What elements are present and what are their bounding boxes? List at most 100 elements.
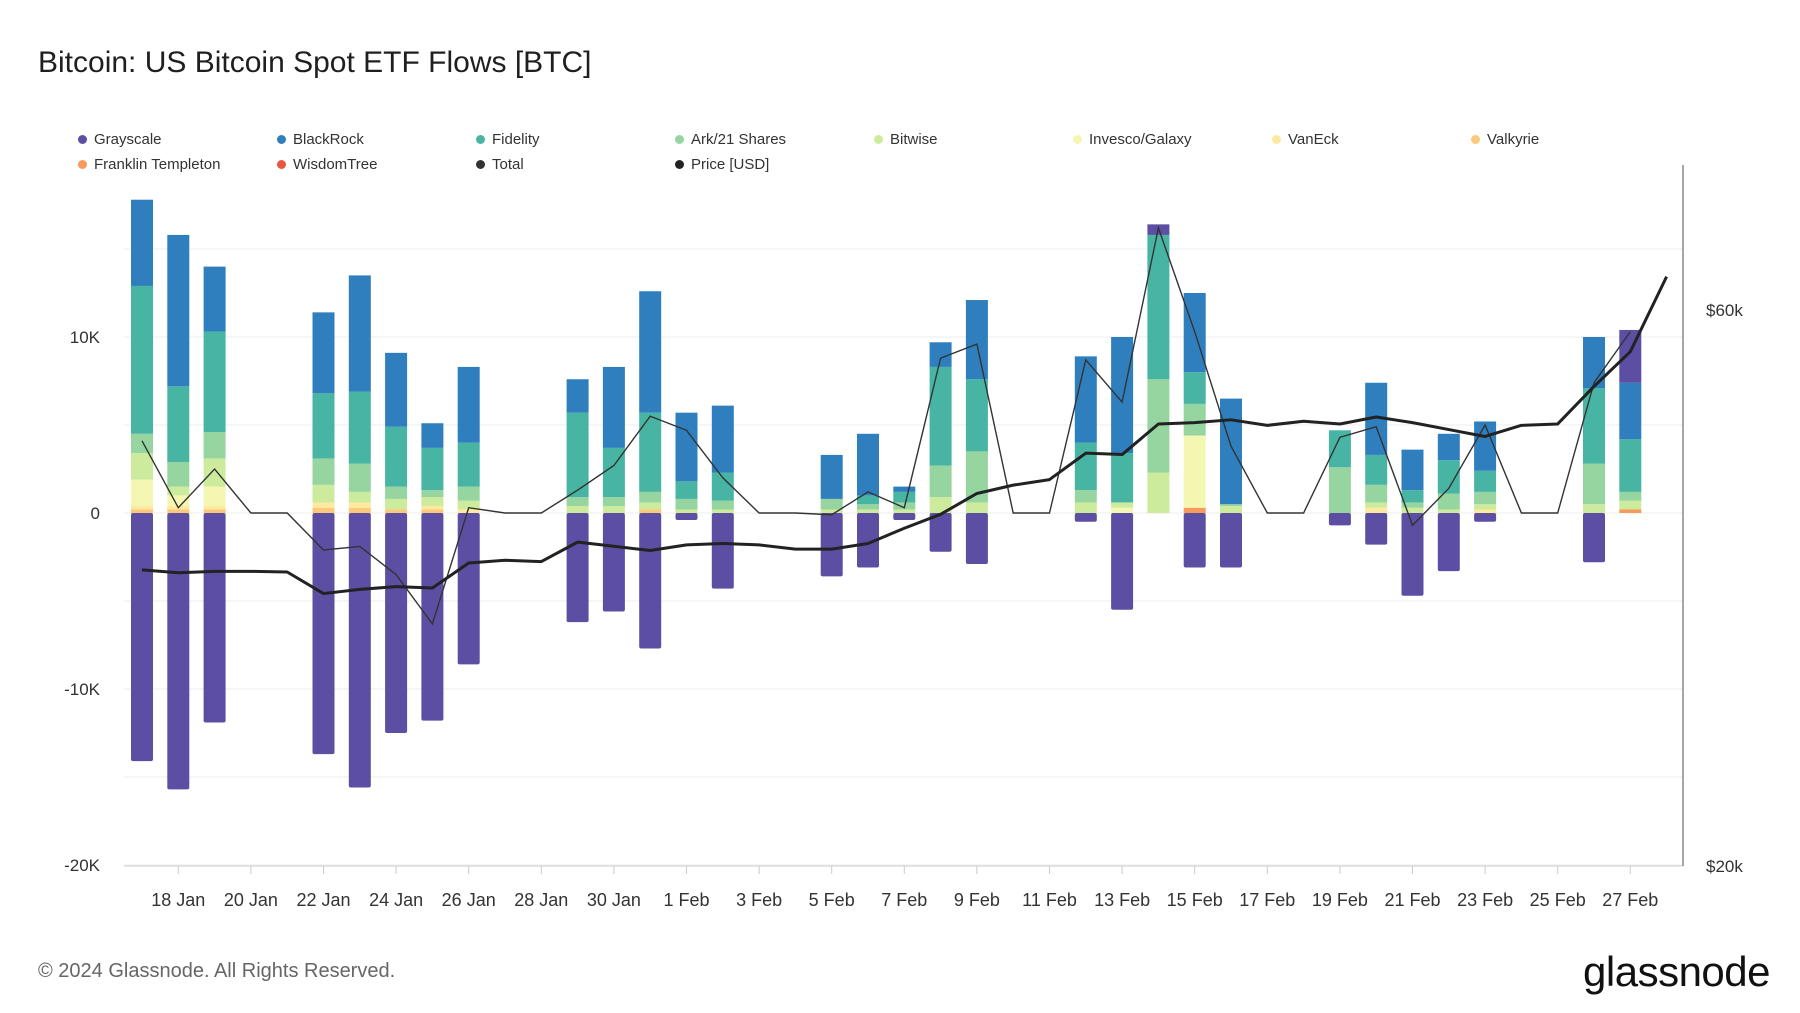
bar-segment-grayscale-outflow[interactable] [1474,513,1497,522]
bar-segment-fidelity[interactable] [1619,439,1642,492]
bar-segment-blackrock[interactable] [929,342,952,367]
bar-segment-fidelity[interactable] [385,426,408,487]
bar-segment-blackrock[interactable] [312,312,335,394]
legend-item-price-usd-[interactable]: Price [USD] [675,156,769,173]
bar-segment-ark-21-shares[interactable] [857,504,879,510]
bar-segment-ark-21-shares[interactable] [675,498,698,510]
bar-segment-ark-21-shares[interactable] [1619,491,1642,501]
bar-segment-grayscale-outflow[interactable] [1328,513,1351,526]
bar-segment-ark-21-shares[interactable] [348,463,371,492]
bar-segment-fidelity[interactable] [1474,470,1497,492]
bar-segment-fidelity[interactable] [167,386,190,462]
bar-segment-invesco-galaxy[interactable] [1111,507,1134,513]
bar-segment-grayscale-outflow[interactable] [312,513,335,755]
bar-segment-vaneck[interactable] [348,502,371,508]
bar-segment-ark-21-shares[interactable] [457,486,480,501]
bar-segment-fidelity[interactable] [1365,454,1388,485]
bar-segment-ark-21-shares[interactable] [1074,490,1097,503]
bar-segment-fidelity[interactable] [1074,442,1097,491]
bar-segment-fidelity[interactable] [312,393,335,459]
bar-segment-bitwise[interactable] [675,509,698,513]
bar-segment-ark-21-shares[interactable] [203,432,226,459]
bar-segment-fidelity[interactable] [602,447,625,498]
bar-segment-vaneck[interactable] [203,505,226,510]
bar-segment-ark-21-shares[interactable] [1583,463,1605,505]
bar-segment-bitwise[interactable] [421,497,444,506]
bar-segment-fidelity[interactable] [203,331,226,433]
bar-segment-invesco-galaxy[interactable] [1183,435,1206,508]
bar-segment-grayscale-outflow[interactable] [820,513,843,577]
bar-segment-fidelity[interactable] [1111,453,1134,503]
bar-segment-ark-21-shares[interactable] [1474,491,1497,505]
bar-segment-bitwise[interactable] [131,453,153,480]
legend-item-franklin-templeton[interactable]: Franklin Templeton [78,156,220,173]
bar-segment-fidelity[interactable] [1147,234,1170,380]
bar-segment-bitwise[interactable] [1111,502,1134,508]
bar-segment-blackrock[interactable] [711,405,734,473]
bar-segment-vaneck[interactable] [1474,509,1497,513]
bar-segment-blackrock[interactable] [965,300,988,380]
bar-segment-franklin-templeton[interactable] [1183,507,1206,513]
bar-segment-grayscale-outflow[interactable] [457,513,480,665]
bar-segment-fidelity[interactable] [566,412,589,498]
bar-segment-bitwise[interactable] [1074,502,1097,513]
bar-segment-valkyrie[interactable] [131,509,153,513]
bar-segment-ark-21-shares[interactable] [421,490,444,498]
bar-segment-blackrock[interactable] [203,266,226,332]
bar-segment-grayscale-outflow[interactable] [167,513,190,790]
bar-segment-blackrock[interactable] [421,423,444,448]
bar-segment-valkyrie[interactable] [639,509,662,513]
bar-segment-bitwise[interactable] [965,502,988,513]
bar-segment-bitwise[interactable] [1401,507,1424,513]
bar-segment-valkyrie[interactable] [203,509,226,513]
bar-segment-franklin-templeton[interactable] [1619,509,1642,513]
bar-segment-bitwise[interactable] [1365,502,1388,508]
bar-segment-bitwise[interactable] [1474,504,1497,510]
bar-segment-bitwise[interactable] [312,484,335,503]
bar-segment-fidelity[interactable] [965,379,988,452]
legend-item-invesco-galaxy[interactable]: Invesco/Galaxy [1073,131,1192,148]
bar-segment-grayscale-outflow[interactable] [857,513,879,568]
bar-segment-valkyrie[interactable] [312,507,335,513]
bar-segment-fidelity[interactable] [1401,490,1424,503]
bar-segment-blackrock[interactable] [1074,356,1097,443]
bar-segment-invesco-galaxy[interactable] [167,495,190,506]
bar-segment-grayscale-outflow[interactable] [965,513,988,565]
bar-segment-fidelity[interactable] [893,491,916,503]
bar-segment-vaneck[interactable] [1365,507,1388,513]
bar-segment-fidelity[interactable] [711,472,734,501]
bar-segment-fidelity[interactable] [348,391,371,464]
bar-segment-grayscale-outflow[interactable] [929,513,952,552]
bar-segment-fidelity[interactable] [929,366,952,466]
bar-segment-valkyrie[interactable] [167,509,190,513]
bar-segment-ark-21-shares[interactable] [639,491,662,503]
bar-segment-fidelity[interactable] [1437,460,1460,494]
bar-segment-bitwise[interactable] [857,509,879,513]
bar-segment-grayscale-outflow[interactable] [203,513,226,723]
bar-segment-bitwise[interactable] [602,505,625,513]
bar-segment-ark-21-shares[interactable] [312,458,335,485]
bar-segment-ark-21-shares[interactable] [167,461,190,487]
bar-segment-blackrock[interactable] [820,454,843,499]
legend-item-blackrock[interactable]: BlackRock [277,131,364,148]
legend-item-fidelity[interactable]: Fidelity [476,131,540,148]
bar-segment-ark-21-shares[interactable] [1401,502,1424,508]
bar-segment-fidelity[interactable] [1183,372,1206,404]
bar-segment-ark-21-shares[interactable] [965,451,988,503]
bar-segment-blackrock[interactable] [1401,449,1424,491]
bar-segment-blackrock[interactable] [566,379,589,413]
bar-segment-invesco-galaxy[interactable] [203,486,226,506]
bar-segment-grayscale-outflow[interactable] [1401,513,1424,596]
bar-segment-grayscale-outflow[interactable] [131,513,153,762]
bar-segment-ark-21-shares[interactable] [131,433,153,454]
bar-segment-ark-21-shares[interactable] [929,465,952,498]
legend-item-total[interactable]: Total [476,156,524,173]
bar-segment-bitwise[interactable] [203,458,226,487]
bar-segment-vaneck[interactable] [457,509,480,513]
bar-segment-vaneck[interactable] [131,505,153,510]
legend-item-bitwise[interactable]: Bitwise [874,131,938,148]
bar-segment-blackrock[interactable] [1437,433,1460,461]
bar-segment-grayscale-outflow[interactable] [602,513,625,612]
bar-segment-ark-21-shares[interactable] [1183,403,1206,436]
bar-segment-fidelity[interactable] [857,495,879,505]
